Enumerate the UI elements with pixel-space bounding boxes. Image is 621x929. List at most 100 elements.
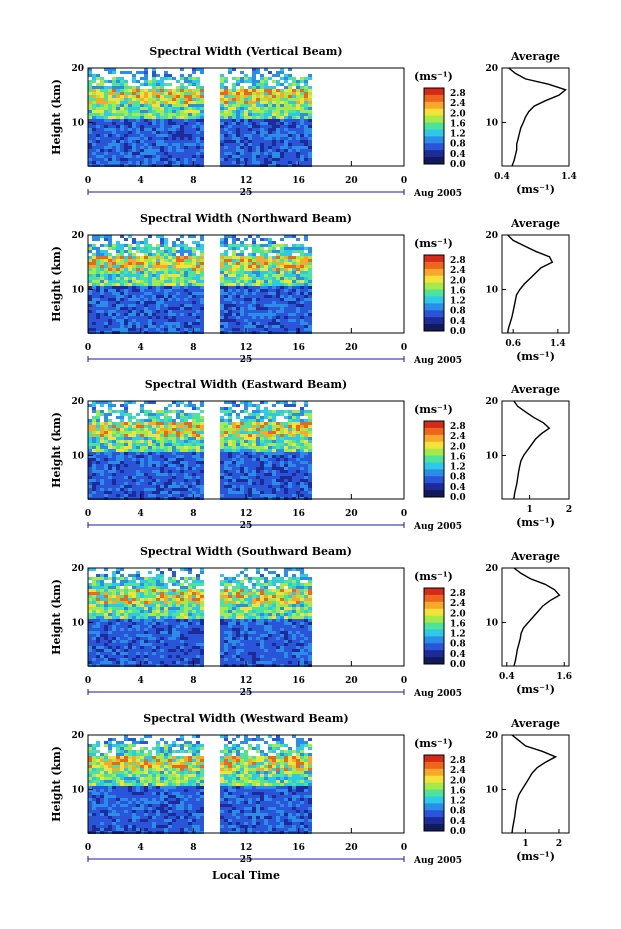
colorbar-tick-label: 1.6 bbox=[450, 286, 466, 296]
colorbar-tick-label: 1.2 bbox=[450, 297, 466, 307]
profile-x-tick-label: 2 bbox=[566, 505, 572, 515]
profile-line bbox=[506, 234, 554, 334]
y-tick-label: 20 bbox=[71, 64, 84, 74]
colorbar-swatch bbox=[424, 789, 444, 797]
date-label: Aug 2005 bbox=[413, 356, 462, 366]
colorbar-tick-label: 0.4 bbox=[450, 317, 466, 327]
day-label: 25 bbox=[240, 188, 253, 198]
colorbar-tick-label: 0.0 bbox=[450, 327, 466, 337]
profile-x-label: (ms⁻¹) bbox=[516, 350, 555, 363]
colorbar-unit: (ms⁻¹) bbox=[414, 570, 453, 583]
colorbar-swatch bbox=[424, 94, 444, 103]
heatmap-cells bbox=[88, 401, 312, 500]
panel-title: Spectral Width (Eastward Beam) bbox=[145, 378, 347, 391]
profile-y-tick-label: 20 bbox=[485, 64, 498, 74]
colorbar-tick-label: 2.8 bbox=[450, 589, 466, 599]
profile-y-tick-label: 10 bbox=[485, 451, 498, 461]
colorbar-swatch bbox=[424, 150, 444, 158]
x-tick-label: 16 bbox=[292, 509, 305, 519]
x-tick-label: 20 bbox=[345, 676, 358, 686]
y-axis-label: Height (km) bbox=[50, 79, 63, 155]
profile-y-tick-label: 20 bbox=[485, 731, 498, 741]
colorbar-swatch bbox=[424, 255, 444, 263]
profile-x-label: (ms⁻¹) bbox=[516, 683, 555, 696]
y-axis-label: Height (km) bbox=[50, 412, 63, 488]
colorbar-swatch bbox=[424, 643, 444, 651]
x-tick-label: 8 bbox=[190, 176, 196, 186]
x-tick-label: 0 bbox=[401, 176, 407, 186]
date-label: Aug 2005 bbox=[413, 856, 462, 866]
day-label: 25 bbox=[240, 521, 253, 531]
x-tick-label: 0 bbox=[401, 509, 407, 519]
colorbar-swatch bbox=[424, 143, 444, 151]
colorbar-tick-label: 0.8 bbox=[450, 140, 466, 150]
colorbar-swatch bbox=[424, 650, 444, 658]
colorbar-swatch bbox=[424, 115, 444, 124]
profile-y-tick-label: 20 bbox=[485, 564, 498, 574]
colorbar-tick-label: 0.4 bbox=[450, 817, 466, 827]
profile-x-tick-label: 0.4 bbox=[499, 672, 515, 682]
colorbar-swatch bbox=[424, 803, 444, 811]
panel-title: Spectral Width (Westward Beam) bbox=[143, 712, 348, 725]
profile-y-tick-label: 10 bbox=[485, 785, 498, 795]
x-tick-label: 0 bbox=[85, 343, 91, 353]
profile-line bbox=[508, 67, 568, 167]
profile-y-tick-label: 10 bbox=[485, 285, 498, 295]
profile-frame bbox=[501, 734, 570, 834]
colorbar-swatch bbox=[424, 796, 444, 804]
x-tick-label: 4 bbox=[138, 509, 144, 519]
colorbar-swatch bbox=[424, 289, 444, 297]
colorbar-swatch bbox=[424, 157, 444, 165]
panel-0: Spectral Width (Vertical Beam) 20 10 Height… bbox=[50, 45, 577, 199]
colorbar-swatch bbox=[424, 608, 444, 617]
x-tick-label: 8 bbox=[190, 843, 196, 853]
colorbar-swatch bbox=[424, 768, 444, 777]
x-axis-label: Local Time bbox=[212, 869, 280, 882]
colorbar-swatch bbox=[424, 275, 444, 284]
day-label: 25 bbox=[240, 355, 253, 365]
colorbar-swatch bbox=[424, 636, 444, 644]
colorbar-swatch bbox=[424, 817, 444, 825]
heatmap-cells bbox=[88, 735, 312, 834]
y-tick-label: 10 bbox=[71, 785, 84, 795]
colorbar-tick-label: 2.4 bbox=[450, 99, 466, 109]
colorbar-tick-label: 0.0 bbox=[450, 660, 466, 670]
profile-x-label: (ms⁻¹) bbox=[516, 183, 555, 196]
colorbar-swatch bbox=[424, 824, 444, 832]
panel-title: Spectral Width (Northward Beam) bbox=[140, 212, 352, 225]
x-tick-label: 16 bbox=[292, 176, 305, 186]
colorbar-tick-label: 2.8 bbox=[450, 756, 466, 766]
x-tick-label: 4 bbox=[138, 176, 144, 186]
colorbar-tick-label: 0.8 bbox=[450, 307, 466, 317]
colorbar-tick-label: 0.0 bbox=[450, 827, 466, 837]
profile-x-label: (ms⁻¹) bbox=[516, 516, 555, 529]
colorbar-tick-label: 2.8 bbox=[450, 89, 466, 99]
profile-panel: Average 20 10 0.4 1.4 (ms⁻¹) bbox=[485, 50, 576, 196]
colorbar-swatch bbox=[424, 782, 444, 791]
x-tick-label: 20 bbox=[345, 509, 358, 519]
y-tick-label: 10 bbox=[71, 118, 84, 128]
colorbar-swatch bbox=[424, 755, 444, 763]
colorbar-tick-label: 1.2 bbox=[450, 463, 466, 473]
colorbar-swatch bbox=[424, 601, 444, 610]
colorbar-swatch bbox=[424, 88, 444, 96]
colorbar-unit: (ms⁻¹) bbox=[414, 737, 453, 750]
profile-title: Average bbox=[510, 717, 560, 730]
y-tick-label: 20 bbox=[71, 731, 84, 741]
x-tick-label: 20 bbox=[345, 843, 358, 853]
colorbar-frame bbox=[423, 254, 445, 332]
profile-x-tick-label: 1 bbox=[522, 839, 528, 849]
panel-2: Spectral Width (Eastward Beam)2010Height… bbox=[50, 378, 572, 532]
colorbar-swatch bbox=[424, 761, 444, 770]
x-tick-label: 0 bbox=[85, 176, 91, 186]
colorbar-tick-label: 1.6 bbox=[450, 619, 466, 629]
y-axis-label: Height (km) bbox=[50, 579, 63, 655]
y-axis-label: Height (km) bbox=[50, 746, 63, 822]
profile-x-label: (ms⁻¹) bbox=[516, 850, 555, 863]
x-tick-label: 12 bbox=[240, 676, 253, 686]
colorbar-tick-label: 2.4 bbox=[450, 599, 466, 609]
colorbar-swatch bbox=[424, 261, 444, 270]
profile-line bbox=[511, 734, 558, 834]
colorbar-swatch bbox=[424, 810, 444, 818]
profile-y-tick-label: 10 bbox=[485, 618, 498, 628]
